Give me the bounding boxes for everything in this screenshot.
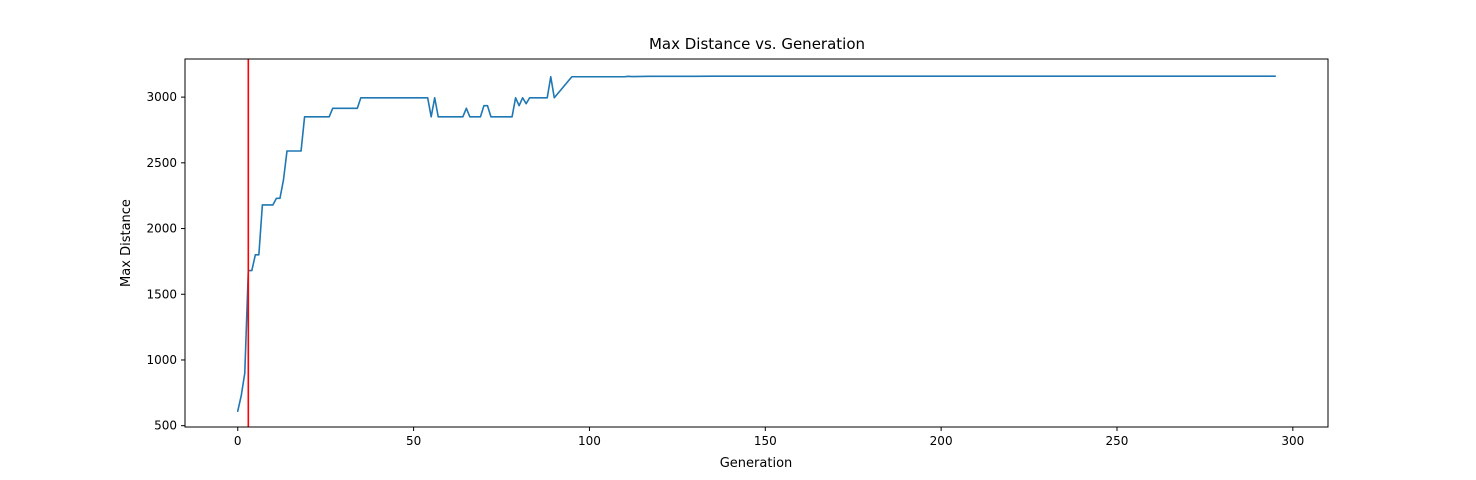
y-tick-label: 2500 <box>146 156 177 170</box>
y-tick-label: 3000 <box>146 90 177 104</box>
series-line <box>236 75 1277 413</box>
series-layer <box>236 75 1277 413</box>
x-tick-label: 200 <box>930 434 953 448</box>
x-axis: 0 50 100 150 200 250 300 <box>234 427 1304 448</box>
x-tick-label: 0 <box>234 434 242 448</box>
y-tick-label: 1000 <box>146 353 177 367</box>
chart-title: Max Distance vs. Generation <box>649 35 865 53</box>
x-tick-label: 50 <box>406 434 421 448</box>
y-tick-label: 500 <box>154 419 177 433</box>
y-axis: 500 1000 1500 2000 2500 3000 <box>146 90 185 433</box>
y-axis-label: Max Distance <box>119 199 134 287</box>
x-tick-label: 100 <box>578 434 601 448</box>
x-axis-label: Generation <box>720 456 793 471</box>
y-tick-label: 2000 <box>146 222 177 236</box>
x-tick-label: 300 <box>1281 434 1304 448</box>
plot-frame <box>184 58 1329 428</box>
x-tick-label: 150 <box>754 434 777 448</box>
x-tick-label: 250 <box>1106 434 1129 448</box>
y-tick-label: 1500 <box>146 287 177 301</box>
plot-area <box>184 58 1329 428</box>
